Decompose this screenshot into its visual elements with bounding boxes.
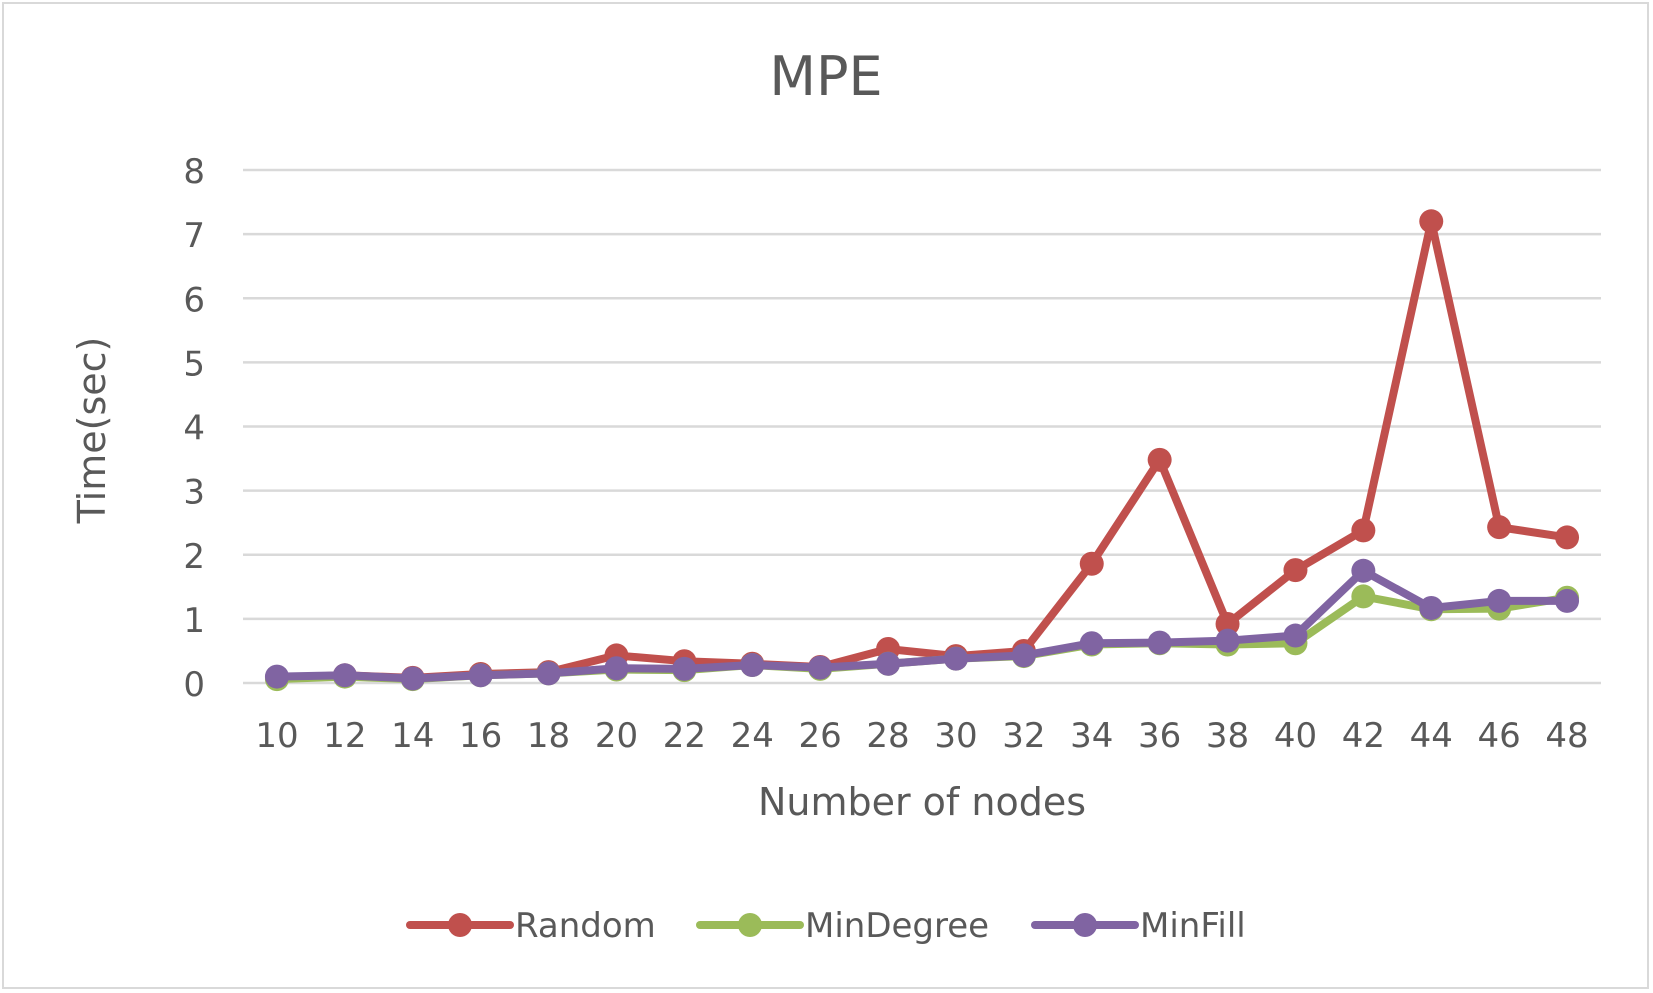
data-point xyxy=(536,661,561,686)
x-axis-label: Number of nodes xyxy=(758,780,1086,824)
data-point xyxy=(1351,518,1376,543)
x-tick-label: 34 xyxy=(1070,716,1113,756)
data-point xyxy=(1011,643,1036,668)
x-tick-label: 28 xyxy=(866,716,909,756)
y-tick-label: 4 xyxy=(183,409,205,449)
data-point xyxy=(1555,525,1580,550)
x-tick-label: 18 xyxy=(527,716,570,756)
chart-title: MPE xyxy=(769,45,882,108)
series-group xyxy=(264,209,1580,692)
x-tick-label: 14 xyxy=(391,716,434,756)
gridlines xyxy=(243,168,1601,685)
x-tick-label: 10 xyxy=(255,716,298,756)
data-point xyxy=(400,666,425,691)
legend-label: MinDegree xyxy=(805,906,989,946)
data-point xyxy=(604,656,629,681)
y-tick-label: 8 xyxy=(183,152,205,192)
data-point xyxy=(332,663,357,688)
y-tick-label: 3 xyxy=(183,473,205,513)
x-tick-label: 40 xyxy=(1274,716,1317,756)
data-point xyxy=(1351,558,1376,583)
x-tick-label: 30 xyxy=(934,716,977,756)
series-minfill xyxy=(264,558,1580,691)
x-axis-ticks: 10 12 14 16 18 20 22 24 26 28 30 32 34 36 38 40 42 44 46 48 xyxy=(255,716,1588,756)
x-tick-label: 46 xyxy=(1478,716,1521,756)
data-point xyxy=(672,656,697,681)
y-tick-label: 2 xyxy=(183,537,205,577)
legend-item-minfill: MinFill xyxy=(1031,906,1246,946)
x-tick-label: 32 xyxy=(1002,716,1045,756)
y-tick-label: 5 xyxy=(183,344,205,384)
legend: Random MinDegree MinFill xyxy=(406,906,1246,946)
data-point xyxy=(1147,447,1172,472)
x-tick-label: 12 xyxy=(323,716,366,756)
series-line xyxy=(272,592,1572,684)
x-tick-label: 26 xyxy=(799,716,842,756)
data-point xyxy=(1487,515,1512,540)
data-point xyxy=(1215,612,1240,637)
x-tick-label: 48 xyxy=(1545,716,1588,756)
y-axis-ticks: 0 1 2 3 4 5 6 7 8 xyxy=(183,152,205,705)
data-point xyxy=(1487,588,1512,613)
x-tick-label: 20 xyxy=(595,716,638,756)
data-point xyxy=(1419,209,1444,234)
y-tick-label: 6 xyxy=(183,280,205,320)
x-tick-label: 24 xyxy=(731,716,774,756)
data-point xyxy=(1079,631,1104,656)
data-point xyxy=(1215,628,1240,653)
y-axis-label: Time(sec) xyxy=(70,337,114,525)
data-point xyxy=(1555,588,1580,613)
data-point xyxy=(1283,623,1308,648)
x-tick-label: 38 xyxy=(1206,716,1249,756)
data-point xyxy=(264,664,289,689)
data-point xyxy=(1079,551,1104,576)
data-point xyxy=(876,651,901,676)
x-tick-label: 16 xyxy=(459,716,502,756)
series-line xyxy=(272,566,1572,683)
data-point xyxy=(1283,558,1308,583)
data-point xyxy=(1351,584,1376,609)
legend-label: Random xyxy=(515,906,656,946)
series-line xyxy=(272,217,1572,682)
x-tick-label: 36 xyxy=(1138,716,1181,756)
legend-item-random: Random xyxy=(406,906,656,946)
y-tick-label: 1 xyxy=(183,601,205,641)
x-tick-label: 22 xyxy=(663,716,706,756)
y-tick-label: 7 xyxy=(183,216,205,256)
data-point xyxy=(740,653,765,678)
legend-swatch-marker xyxy=(738,913,762,937)
legend-swatch-marker xyxy=(1073,913,1097,937)
data-point xyxy=(808,655,833,680)
y-tick-label: 0 xyxy=(183,665,205,705)
data-point xyxy=(943,646,968,671)
data-point xyxy=(1419,595,1444,620)
x-tick-label: 44 xyxy=(1410,716,1453,756)
legend-item-mindegree: MinDegree xyxy=(696,906,989,946)
data-point xyxy=(468,663,493,688)
x-tick-label: 42 xyxy=(1342,716,1385,756)
legend-label: MinFill xyxy=(1140,906,1246,946)
data-point xyxy=(1147,630,1172,655)
legend-swatch-marker xyxy=(448,913,472,937)
